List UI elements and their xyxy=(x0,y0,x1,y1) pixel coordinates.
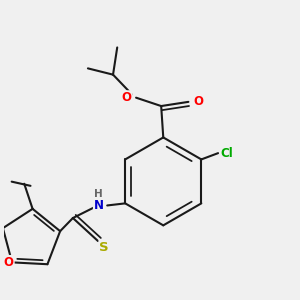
Text: O: O xyxy=(194,95,204,108)
Text: O: O xyxy=(4,256,14,269)
Text: N: N xyxy=(94,199,104,212)
Text: O: O xyxy=(122,91,132,104)
Text: S: S xyxy=(100,241,109,254)
Text: Cl: Cl xyxy=(220,147,233,160)
Text: H: H xyxy=(94,189,103,199)
